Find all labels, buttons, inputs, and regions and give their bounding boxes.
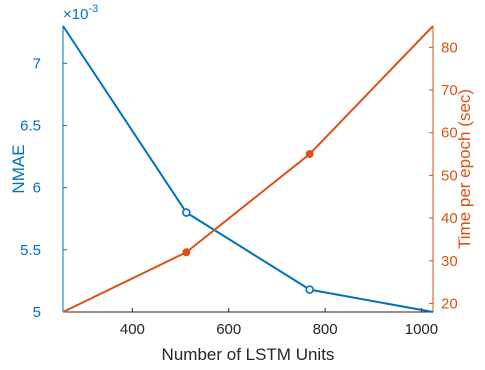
y-left-tick-label: 5.5 [20, 242, 41, 259]
series-left-point [305, 285, 314, 294]
x-tick-label: 600 [216, 321, 241, 338]
y-left-multiplier: ×10-3 [63, 3, 98, 23]
multiplier-exponent: -3 [88, 3, 98, 15]
series-right-point [182, 248, 191, 257]
y-right-tick-label: 80 [441, 39, 458, 56]
x-axis: 400 600 800 1000 [63, 308, 438, 338]
y-right-tick-label: 70 [441, 82, 458, 99]
y-right-tick-label: 60 [441, 125, 458, 142]
series-right-line [62, 25, 434, 313]
x-tick-label: 800 [313, 321, 338, 338]
series-right-point [305, 150, 314, 159]
x-axis-title: Number of LSTM Units [162, 345, 335, 364]
y-right-tick-label: 50 [441, 167, 458, 184]
y-right-tick-label: 40 [441, 210, 458, 227]
x-tick-label: 1000 [405, 321, 438, 338]
y-left-tick-label: 6.5 [20, 117, 41, 134]
y-left-tick-label: 5 [33, 304, 41, 321]
y-right-tick-label: 30 [441, 253, 458, 270]
y-right-axis-title: Time per epoch (sec) [455, 89, 474, 249]
y-left-tick-label: 6 [33, 180, 41, 197]
series-left-point [182, 208, 191, 217]
y-left-axis: 5 5.5 6 6.5 7 [20, 26, 67, 321]
y-right-axis: 20 30 40 50 60 70 80 [429, 26, 458, 312]
multiplier-base: ×10 [63, 6, 88, 23]
series-left-line [62, 25, 434, 313]
x-tick-label: 400 [120, 321, 145, 338]
y-left-tick-label: 7 [33, 55, 41, 72]
series-layer [62, 25, 434, 313]
y-right-tick-label: 20 [441, 295, 458, 312]
y-left-axis-title: NMAE [9, 144, 28, 193]
